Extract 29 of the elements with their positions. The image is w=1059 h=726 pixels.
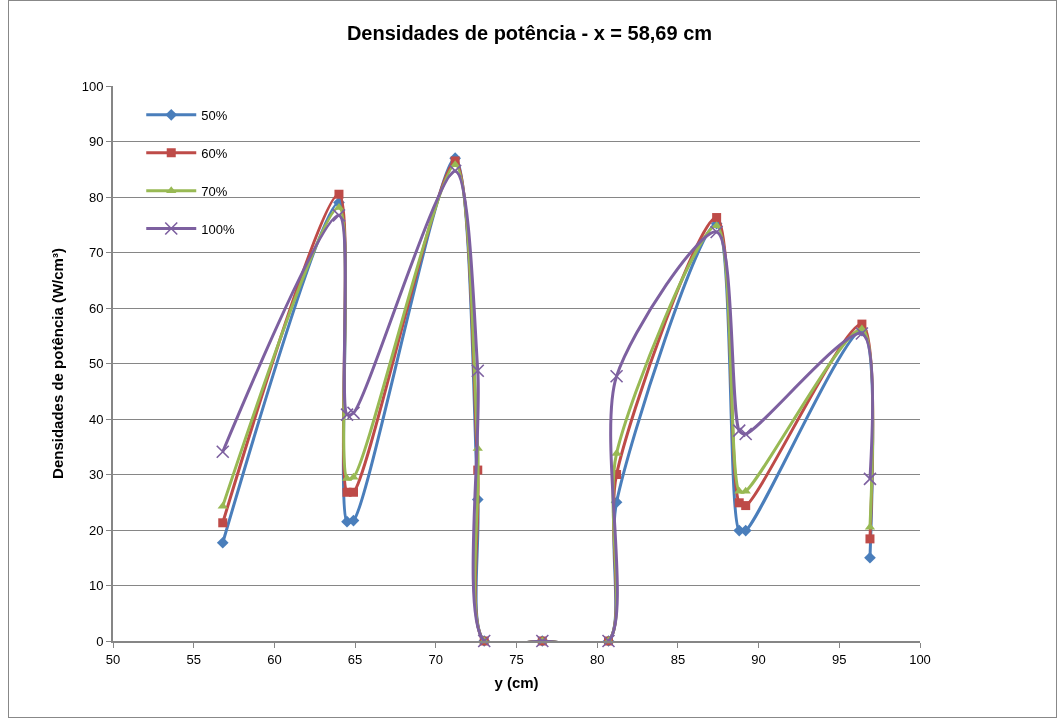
y-tick-label: 80 bbox=[88, 189, 104, 205]
y-axis-title: Densidades de potência (W/cm³) bbox=[49, 248, 67, 479]
x-tick-label: 50 bbox=[105, 651, 121, 667]
y-tick-label: 10 bbox=[88, 578, 104, 594]
x-tick-label: 75 bbox=[509, 651, 524, 667]
y-tick-label: 20 bbox=[88, 522, 104, 538]
x-tick-label: 85 bbox=[670, 651, 686, 667]
x-tick-label: 60 bbox=[267, 651, 282, 667]
x-tick-label: 55 bbox=[186, 651, 201, 667]
x-tick-label: 100 bbox=[909, 651, 931, 667]
y-tick-label: 50 bbox=[88, 356, 104, 372]
x-tick-label: 70 bbox=[428, 651, 444, 667]
legend-label: 60% bbox=[201, 145, 228, 161]
y-tick-label: 70 bbox=[88, 245, 104, 261]
y-tick-label: 100 bbox=[81, 78, 104, 94]
x-axis-title: y (cm) bbox=[494, 674, 539, 692]
y-tick-label: 30 bbox=[88, 467, 104, 483]
y-tick-label: 40 bbox=[88, 411, 104, 427]
y-tick-label: 0 bbox=[96, 633, 104, 649]
y-tick-label: 90 bbox=[88, 134, 104, 150]
x-tick-label: 80 bbox=[589, 651, 605, 667]
legend-label: 100% bbox=[201, 221, 235, 237]
y-tick-label: 60 bbox=[88, 300, 104, 316]
legend-label: 50% bbox=[201, 107, 228, 123]
x-tick-label: 95 bbox=[832, 651, 847, 667]
x-tick-label: 65 bbox=[347, 651, 363, 667]
chart-title: Densidades de potência - x = 58,69 cm bbox=[346, 21, 713, 44]
legend-label: 70% bbox=[201, 183, 228, 199]
x-tick-label: 90 bbox=[751, 651, 766, 667]
